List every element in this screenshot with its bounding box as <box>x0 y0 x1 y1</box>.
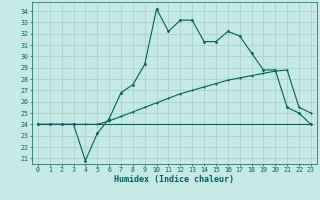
X-axis label: Humidex (Indice chaleur): Humidex (Indice chaleur) <box>115 175 234 184</box>
